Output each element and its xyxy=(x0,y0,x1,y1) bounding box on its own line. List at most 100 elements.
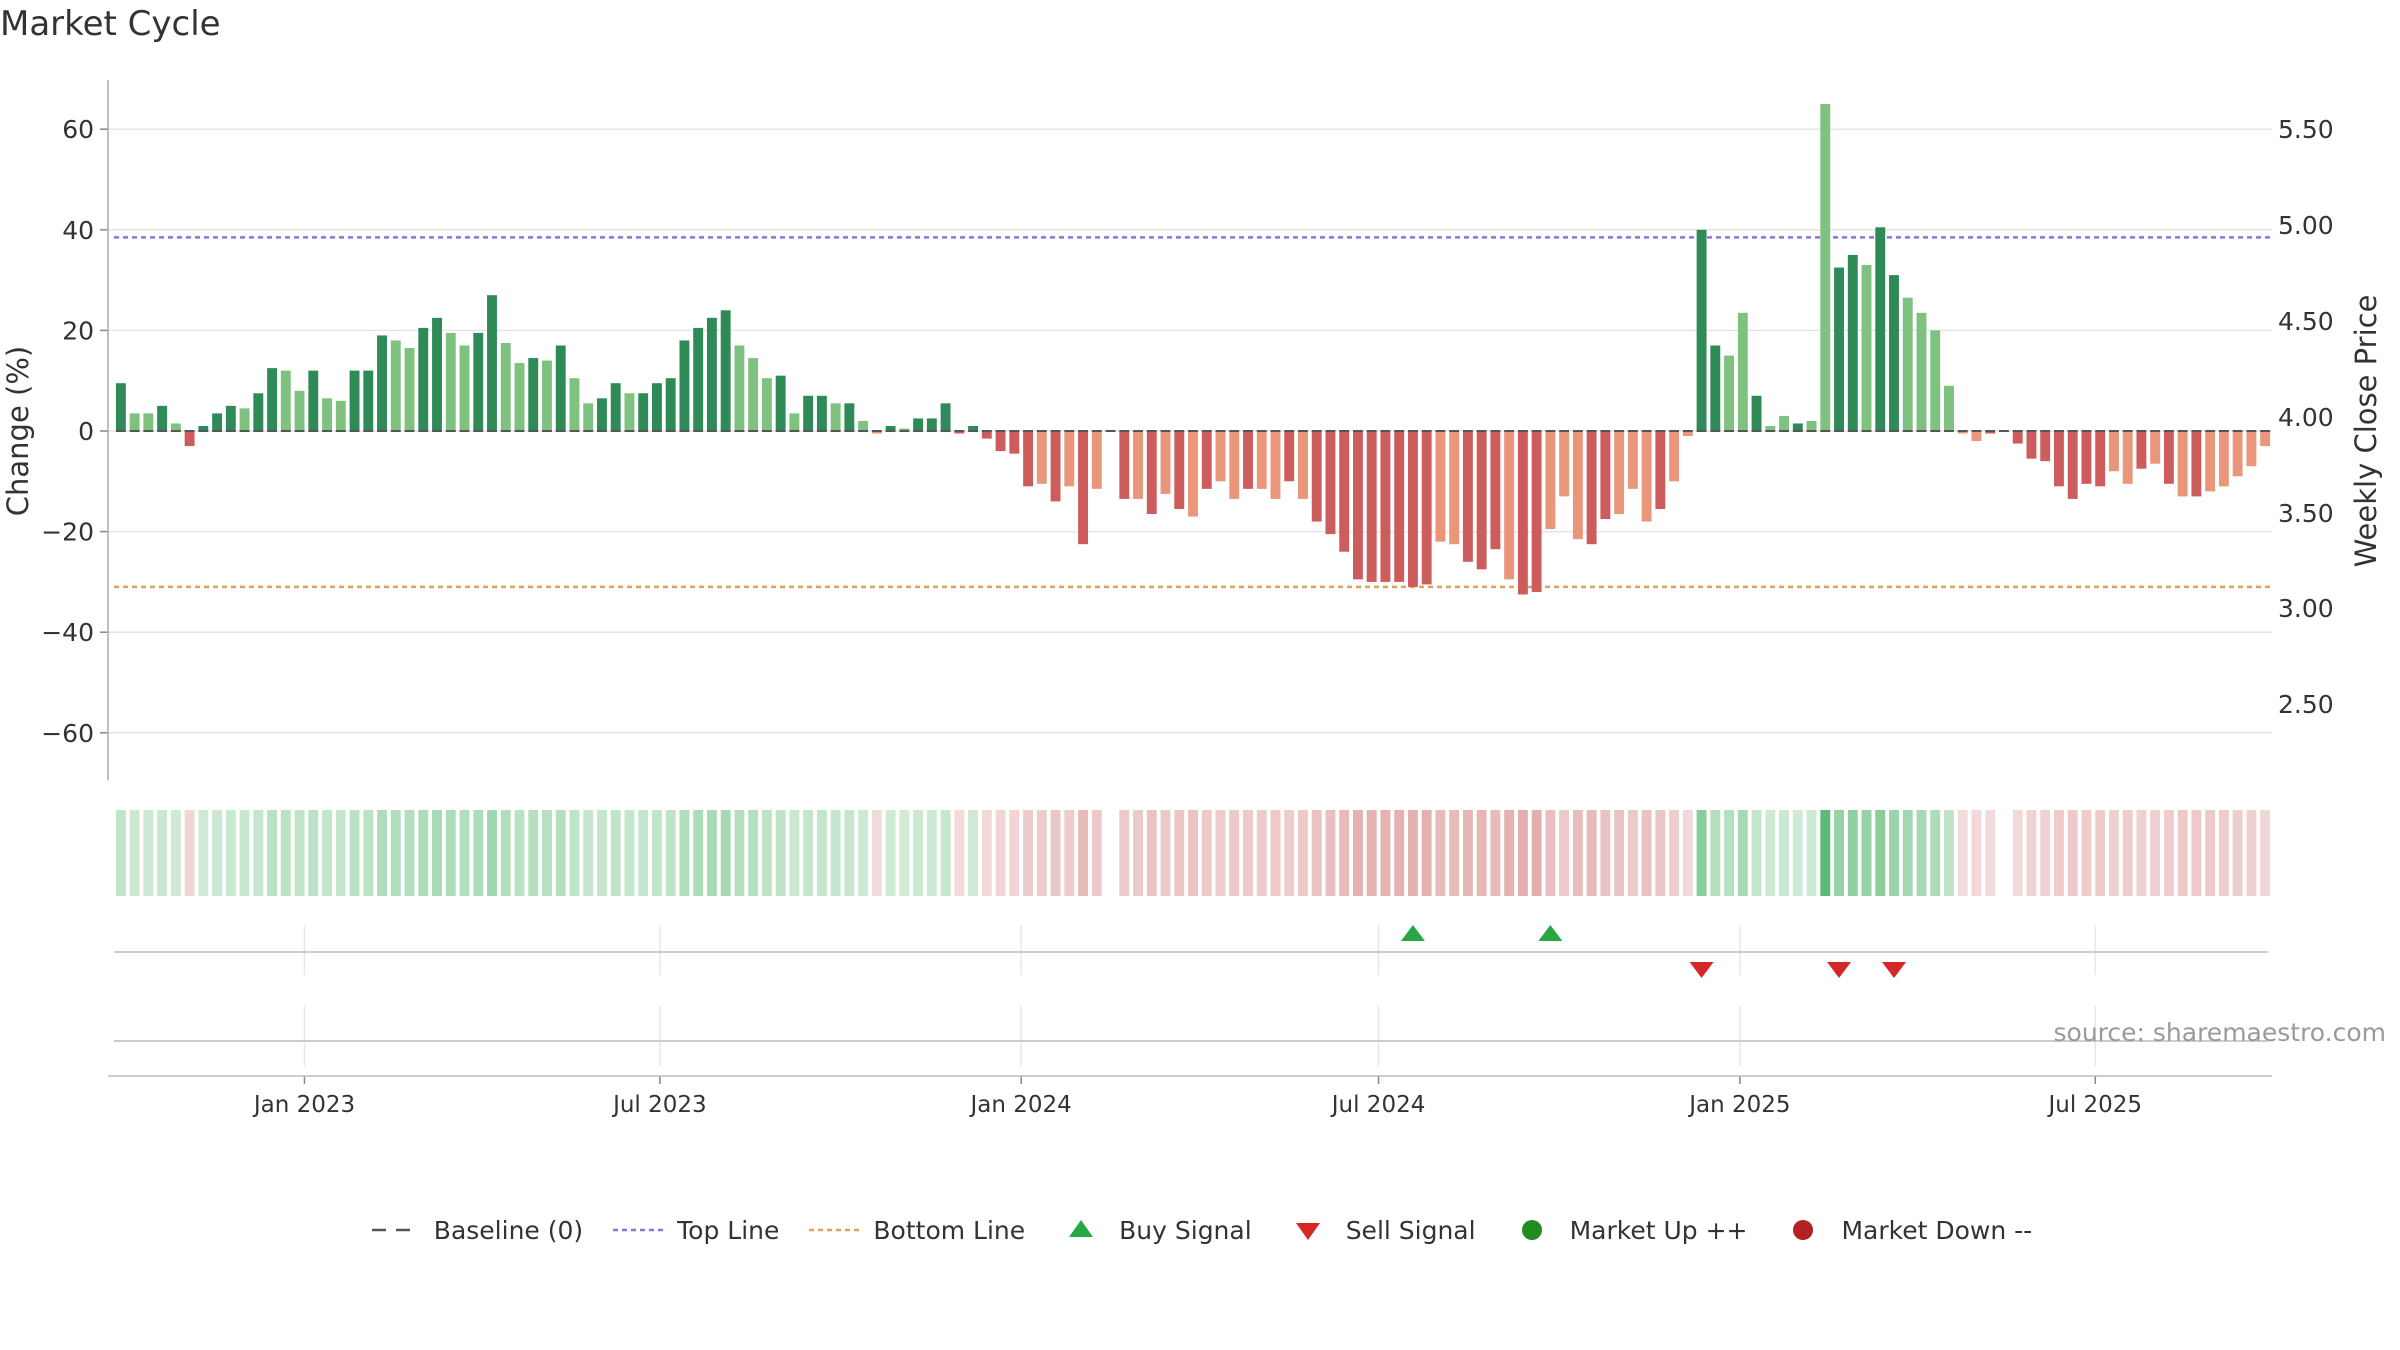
heat-cell xyxy=(1916,810,1927,896)
heat-cell xyxy=(1792,810,1803,896)
heat-cell xyxy=(1682,810,1693,896)
sell-signal-marker xyxy=(1689,962,1714,978)
heat-cell xyxy=(1119,810,1130,896)
bar xyxy=(1916,312,1927,431)
heat-cell xyxy=(858,810,869,896)
buy-signal-marker xyxy=(1400,925,1425,941)
heat-cell xyxy=(1889,810,1899,896)
bar xyxy=(1504,431,1515,580)
heat-cell xyxy=(212,810,223,896)
heat-cell xyxy=(748,810,759,896)
legend-label: Top Line xyxy=(677,1215,780,1245)
bar xyxy=(2136,431,2147,469)
bar xyxy=(940,403,951,431)
bar xyxy=(418,327,429,431)
legend-label: Baseline (0) xyxy=(433,1215,584,1245)
bar xyxy=(913,418,924,431)
legend-label: Market Up ++ xyxy=(1569,1215,1748,1245)
bar xyxy=(871,431,882,434)
heat-cell xyxy=(2067,810,2078,896)
bar xyxy=(253,393,264,431)
bar xyxy=(720,310,731,431)
bar xyxy=(1407,431,1418,587)
dotted-line-icon xyxy=(613,1228,666,1232)
bar xyxy=(1724,355,1735,431)
bar xyxy=(748,358,759,431)
y2-tick-label: 3.50 xyxy=(2278,499,2334,528)
bar xyxy=(569,378,580,431)
bar xyxy=(1476,431,1487,570)
heat-cell xyxy=(1861,810,1872,896)
y-tick-label: 0 xyxy=(78,417,94,446)
heat-cell xyxy=(473,810,484,896)
heat-cell xyxy=(1298,810,1308,896)
bar xyxy=(1009,431,1020,454)
bar xyxy=(665,378,676,431)
bar xyxy=(1036,431,1047,484)
bar xyxy=(2232,431,2243,477)
bar xyxy=(1435,431,1446,542)
heat-cell xyxy=(1765,810,1776,896)
bar xyxy=(2163,431,2174,484)
bar xyxy=(2067,431,2078,499)
heat-cell xyxy=(1641,810,1652,896)
heat-cell xyxy=(1023,810,1034,896)
x-tick-label: Jan 2023 xyxy=(252,1092,355,1118)
heat-cell xyxy=(143,810,154,896)
bar xyxy=(280,370,291,431)
heat-cell xyxy=(789,810,800,896)
circle-icon xyxy=(1521,1220,1542,1240)
bar xyxy=(1298,431,1308,499)
bar xyxy=(734,345,745,431)
bar xyxy=(1710,345,1721,431)
bar xyxy=(390,340,401,431)
bar xyxy=(2040,431,2051,462)
bar xyxy=(2095,431,2106,487)
heat-cell xyxy=(1834,810,1844,896)
heat-cell xyxy=(308,810,319,896)
legend-item: Bottom Line xyxy=(807,1215,1025,1245)
bar xyxy=(432,317,442,431)
heat-cell xyxy=(239,810,250,896)
heat-cell xyxy=(1064,810,1075,896)
heat-cell xyxy=(885,810,896,896)
bar xyxy=(2191,431,2202,497)
heat-cell xyxy=(2150,810,2161,896)
bar xyxy=(2122,431,2133,484)
legend-label: Market Down -- xyxy=(1841,1215,2033,1245)
bar xyxy=(225,405,236,431)
bar xyxy=(1627,431,1638,489)
heat-cell xyxy=(720,810,731,896)
bar xyxy=(459,345,470,431)
bars xyxy=(115,104,2271,595)
heat-cell xyxy=(1009,810,1020,896)
bar xyxy=(885,425,896,431)
heat-cell xyxy=(926,810,937,896)
y-axis-label: Change (%) xyxy=(1,346,35,516)
y2-tick-label: 4.50 xyxy=(2278,307,2334,336)
bar xyxy=(170,423,181,431)
bar xyxy=(335,400,346,431)
bar xyxy=(693,327,704,431)
heat-cell xyxy=(432,810,442,896)
bar xyxy=(761,378,772,431)
heat-cell xyxy=(1600,810,1611,896)
bar xyxy=(1050,431,1061,502)
bar xyxy=(968,425,979,431)
heat-cell xyxy=(1050,810,1061,896)
heat-cell xyxy=(294,810,305,896)
legend: Baseline (0) Top Line Bottom Line Buy Signa… xyxy=(0,1205,2400,1255)
gridlines xyxy=(108,128,2272,1066)
bar xyxy=(445,332,456,431)
heat-cell xyxy=(1971,810,1982,896)
heat-cell xyxy=(170,810,181,896)
heat-cell xyxy=(2232,810,2243,896)
dashed-line-icon xyxy=(371,1228,420,1232)
bar xyxy=(1669,431,1680,482)
heat-cell xyxy=(363,810,374,896)
heat-cell xyxy=(267,810,278,896)
heat-cell xyxy=(1421,810,1432,896)
heat-cell xyxy=(981,810,992,896)
heat-cell xyxy=(1339,810,1350,896)
axis-labels: 60 40 20 0 −20 −40 −60 5.50 5.00 4.50 4.00 3.50 3.00… xyxy=(1,115,2383,1118)
